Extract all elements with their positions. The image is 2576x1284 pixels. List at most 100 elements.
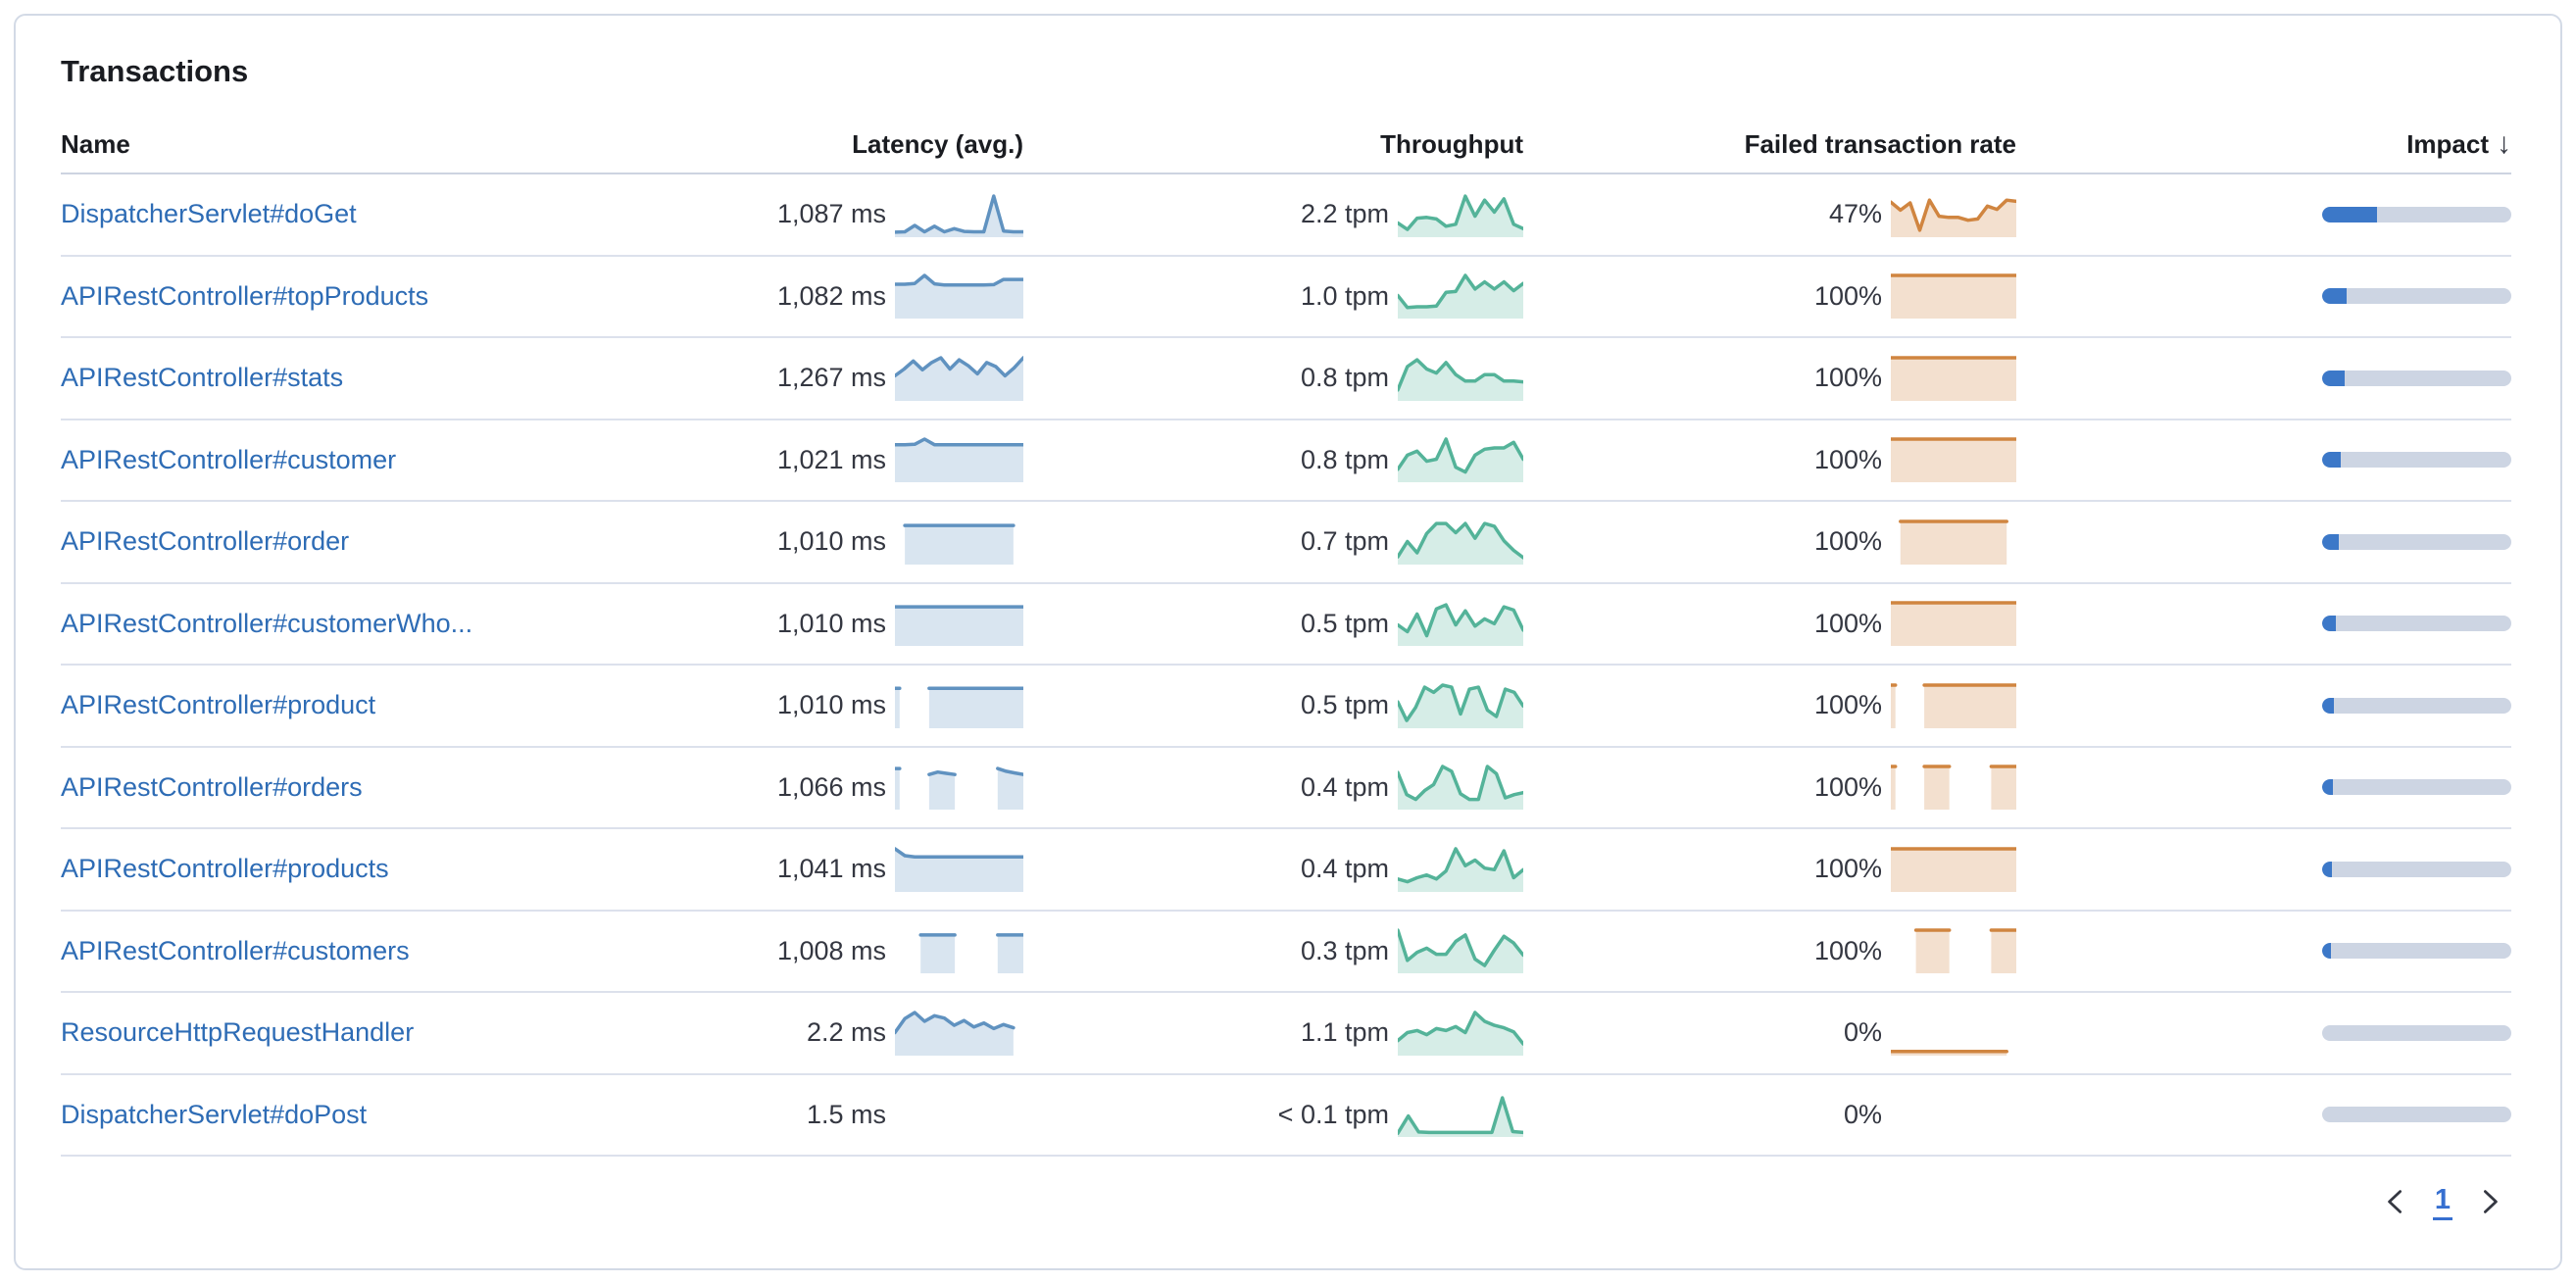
latency-sparkline — [895, 1092, 1023, 1137]
failed-rate-cell: 100% — [1523, 601, 2016, 647]
latency-sparkline — [895, 519, 1023, 565]
failed-rate-sparkline — [1891, 437, 2016, 483]
failed-rate-sparkline — [1891, 928, 2016, 974]
transaction-link[interactable]: ResourceHttpRequestHandler — [61, 1017, 415, 1048]
throughput-value: 0.4 tpm — [1300, 854, 1389, 884]
throughput-sparkline — [1398, 928, 1523, 974]
impact-cell — [2016, 943, 2511, 960]
failed-rate-cell: 0% — [1523, 1011, 2016, 1056]
throughput-sparkline — [1398, 1092, 1523, 1138]
name-cell: APIRestController#products — [61, 854, 678, 884]
failed-rate-sparkline — [1891, 192, 2016, 237]
throughput-cell: 2.2 tpm — [1023, 192, 1523, 237]
throughput-cell: < 0.1 tpm — [1023, 1092, 1523, 1138]
latency-value: 1,021 ms — [776, 444, 886, 474]
latency-cell: 1,008 ms — [678, 928, 1023, 974]
throughput-value: 2.2 tpm — [1300, 199, 1389, 229]
impact-bar-track — [2322, 206, 2511, 222]
previous-page-button[interactable] — [2374, 1180, 2417, 1223]
table-row: APIRestController#customer 1,021 ms 0.8 … — [61, 420, 2511, 502]
failed-rate-sparkline — [1891, 1092, 2016, 1137]
impact-bar-track — [2322, 943, 2511, 960]
transaction-link[interactable]: APIRestController#products — [61, 854, 389, 884]
name-cell: APIRestController#stats — [61, 363, 678, 393]
transaction-link[interactable]: APIRestController#customer — [61, 444, 397, 474]
table-row: APIRestController#customers 1,008 ms 0.3… — [61, 912, 2511, 993]
failed-rate-cell: 100% — [1523, 847, 2016, 892]
latency-cell: 1,066 ms — [678, 765, 1023, 811]
impact-bar-fill — [2322, 697, 2334, 714]
throughput-sparkline — [1398, 683, 1523, 728]
impact-bar-fill — [2322, 861, 2332, 877]
throughput-value: 0.5 tpm — [1300, 608, 1389, 638]
table-row: DispatcherServlet#doGet 1,087 ms 2.2 tpm… — [61, 174, 2511, 257]
transaction-link[interactable]: APIRestController#stats — [61, 363, 344, 393]
latency-value: 1,087 ms — [776, 199, 886, 229]
impact-bar-track — [2322, 861, 2511, 877]
impact-cell — [2016, 206, 2511, 222]
column-header-latency[interactable]: Latency (avg.) — [852, 128, 1023, 159]
impact-cell — [2016, 779, 2511, 796]
failed-rate-sparkline — [1891, 765, 2016, 811]
failed-rate-value: 100% — [1813, 854, 1882, 884]
throughput-cell: 0.8 tpm — [1023, 356, 1523, 401]
column-header-impact[interactable]: Impact ↓ — [2016, 129, 2511, 160]
chevron-right-icon — [2484, 1190, 2498, 1213]
latency-cell: 1,010 ms — [678, 601, 1023, 647]
transaction-link[interactable]: APIRestController#orders — [61, 771, 363, 802]
table-row: ResourceHttpRequestHandler 2.2 ms 1.1 tp… — [61, 993, 2511, 1075]
name-cell: APIRestController#topProducts — [61, 281, 678, 312]
failed-rate-value: 0% — [1843, 1099, 1882, 1129]
latency-value: 1,010 ms — [776, 690, 886, 720]
transaction-link[interactable]: APIRestController#product — [61, 690, 376, 720]
impact-cell — [2016, 533, 2511, 550]
transaction-link[interactable]: APIRestController#customers — [61, 935, 410, 965]
latency-value: 1,041 ms — [776, 854, 886, 884]
sort-descending-icon: ↓ — [2497, 127, 2511, 160]
throughput-cell: 0.3 tpm — [1023, 928, 1523, 974]
failed-rate-value: 0% — [1843, 1017, 1882, 1048]
column-header-throughput[interactable]: Throughput — [1380, 128, 1523, 159]
failed-rate-cell: 100% — [1523, 928, 2016, 974]
transaction-link[interactable]: DispatcherServlet#doGet — [61, 199, 357, 229]
transaction-link[interactable]: APIRestController#topProducts — [61, 280, 429, 311]
name-cell: APIRestController#orders — [61, 772, 678, 803]
throughput-cell: 0.7 tpm — [1023, 519, 1523, 565]
next-page-button[interactable] — [2468, 1180, 2511, 1223]
throughput-sparkline — [1398, 192, 1523, 237]
impact-bar-fill — [2322, 616, 2336, 632]
throughput-sparkline — [1398, 847, 1523, 892]
failed-rate-cell: 47% — [1523, 192, 2016, 237]
transaction-link[interactable]: APIRestController#customerWho... — [61, 608, 473, 638]
impact-bar-track — [2322, 452, 2511, 469]
page-1-button[interactable]: 1 — [2432, 1184, 2452, 1220]
impact-bar-fill — [2322, 370, 2346, 386]
latency-cell: 1.5 ms — [678, 1092, 1023, 1137]
latency-cell: 1,041 ms — [678, 847, 1023, 892]
latency-sparkline — [895, 437, 1023, 483]
impact-bar-track — [2322, 616, 2511, 632]
transaction-link[interactable]: DispatcherServlet#doPost — [61, 1099, 368, 1129]
impact-cell — [2016, 1024, 2511, 1041]
throughput-sparkline — [1398, 601, 1523, 647]
throughput-sparkline — [1398, 519, 1523, 565]
impact-cell — [2016, 1107, 2511, 1123]
impact-cell — [2016, 452, 2511, 469]
table-row: APIRestController#topProducts 1,082 ms 1… — [61, 257, 2511, 338]
failed-rate-value: 100% — [1813, 363, 1882, 393]
throughput-cell: 0.8 tpm — [1023, 437, 1523, 483]
column-header-failed-rate[interactable]: Failed transaction rate — [1744, 128, 2016, 159]
transaction-link[interactable]: APIRestController#order — [61, 526, 350, 557]
latency-sparkline — [895, 1011, 1023, 1056]
failed-rate-sparkline — [1891, 273, 2016, 320]
column-header-name[interactable]: Name — [61, 128, 130, 159]
throughput-cell: 1.0 tpm — [1023, 273, 1523, 320]
throughput-value: 0.7 tpm — [1300, 526, 1389, 557]
name-cell: APIRestController#customerWho... — [61, 609, 678, 639]
failed-rate-cell: 100% — [1523, 765, 2016, 811]
throughput-value: 1.1 tpm — [1300, 1017, 1389, 1048]
impact-cell — [2016, 616, 2511, 632]
latency-cell: 1,010 ms — [678, 519, 1023, 565]
failed-rate-value: 47% — [1828, 199, 1882, 229]
latency-sparkline — [895, 765, 1023, 811]
